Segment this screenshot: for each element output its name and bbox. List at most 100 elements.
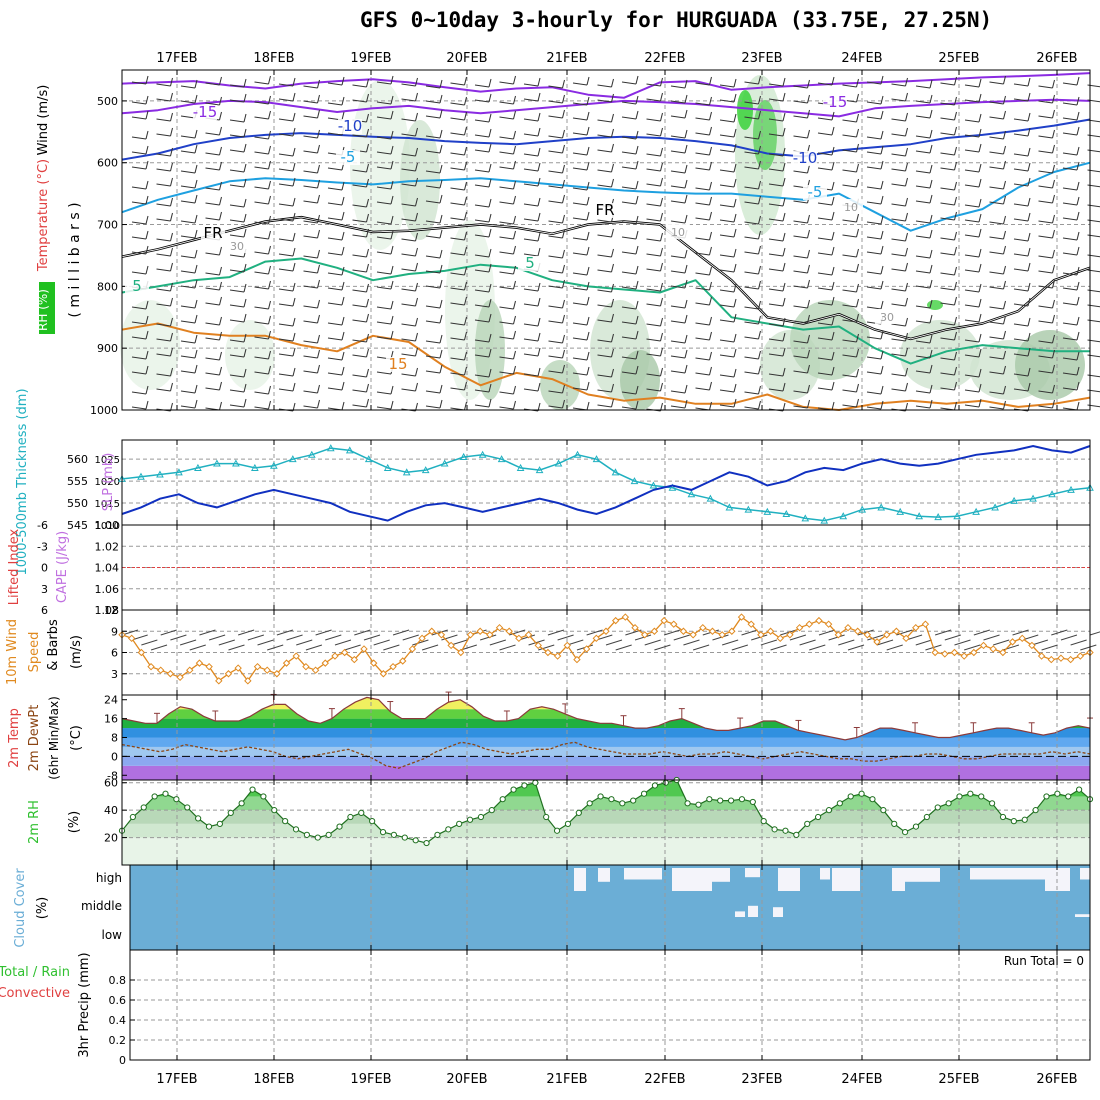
wind-barb	[572, 252, 588, 256]
wind-speed-marker	[215, 677, 223, 685]
thickness-marker	[877, 503, 886, 511]
wind-barb	[842, 404, 857, 408]
wind-barb	[719, 84, 735, 88]
wind-barb	[156, 303, 171, 307]
wind-barb	[425, 355, 441, 359]
wind-barb-flag	[929, 194, 933, 204]
wind-speed-marker	[486, 631, 494, 639]
wind-barb-flag	[782, 297, 786, 307]
wind-barb	[352, 289, 367, 293]
wind-barb	[719, 134, 735, 138]
wind-barb	[793, 370, 808, 374]
wind-barb	[964, 169, 980, 173]
wind-barb	[401, 303, 416, 307]
wind-barb	[915, 115, 931, 119]
wind-barb	[989, 221, 1004, 225]
wind-barb-flag	[635, 300, 639, 310]
wind-barb	[572, 167, 588, 171]
wind-barb	[548, 85, 563, 89]
wind-barb-flag	[170, 232, 173, 242]
wind-barb-flag	[243, 128, 247, 138]
date-label-top: 23FEB	[741, 51, 782, 66]
rh-marker	[477, 813, 485, 821]
wind-barb	[817, 217, 833, 221]
wind-barb-flag	[1076, 146, 1080, 156]
wind-barb-flag	[1003, 330, 1006, 340]
wind-barb	[425, 285, 441, 289]
wind-barb	[499, 236, 514, 240]
wind-barb-flag	[856, 368, 859, 378]
wind-barb	[303, 355, 318, 359]
pressure-tick-label: 900	[97, 342, 118, 355]
surface-wind-barbs	[121, 629, 1100, 651]
surface-wind-barb	[373, 639, 390, 646]
wind-barb-flag	[341, 401, 345, 411]
wind-barb-flag	[194, 384, 198, 394]
wind-barb-flag	[513, 180, 516, 190]
surface-wind-barb	[199, 629, 216, 636]
wind-barb	[1038, 285, 1053, 289]
cape-axis-label: CAPE (J/kg)	[55, 531, 70, 603]
wind-barb-flag	[1003, 280, 1006, 290]
wind-barb-flag	[586, 76, 590, 86]
wind-barb	[1087, 354, 1100, 358]
surface-wind-barb	[692, 644, 710, 651]
wind-barb-flag	[194, 279, 198, 289]
wind-speed-marker	[582, 645, 591, 653]
thickness-marker	[611, 468, 620, 476]
wind-barb-flag	[978, 398, 982, 408]
rh-marker	[325, 831, 332, 838]
wind-barb	[523, 83, 539, 87]
wind-barb-flag	[929, 384, 933, 394]
wind-barb	[548, 305, 563, 309]
wind-barb	[425, 255, 441, 259]
wind-barb-flag	[758, 280, 761, 290]
surface-wind-barb	[896, 629, 913, 636]
wind-barb-flag	[439, 79, 443, 89]
wind-barb	[940, 287, 955, 291]
wind-barb	[842, 134, 857, 138]
rh-marker	[129, 813, 136, 821]
wind-barb-flag	[341, 96, 345, 106]
wind-barb-flag	[1003, 110, 1006, 120]
wind-barb-flag	[709, 296, 712, 306]
wind-speed-marker	[176, 673, 184, 681]
wind-barb-flag	[562, 179, 565, 189]
wind-barb-flag	[439, 109, 443, 119]
wind-barb-flag	[415, 367, 418, 377]
wind-barb-flag	[684, 264, 688, 274]
wind-barb	[1062, 387, 1078, 391]
wind-speed-marker	[757, 631, 765, 639]
high-cloud-gap	[712, 868, 730, 882]
surface-wind-barb	[547, 629, 565, 636]
wind-speed-marker	[369, 659, 378, 667]
wind-barb	[229, 99, 245, 103]
wind-barb	[891, 183, 906, 187]
cloud-level-label: low	[102, 928, 123, 942]
wind-barb-flag	[586, 126, 590, 136]
wind-barb-flag	[611, 228, 614, 238]
wind-barb-flag	[513, 75, 516, 85]
contour-label-bg	[839, 199, 863, 214]
wind-barb	[597, 169, 612, 173]
rh-marker	[738, 796, 746, 803]
wind-barb	[768, 238, 784, 242]
wind-barb	[842, 339, 857, 343]
wind-barb	[1038, 100, 1053, 104]
precip-tick-label: 0.6	[109, 994, 127, 1007]
wind-barb	[793, 235, 808, 239]
wind-barb-flag	[194, 164, 198, 174]
wind-barb-flag	[978, 333, 982, 343]
thickness-marker	[440, 459, 449, 467]
wind-barb	[621, 251, 637, 255]
wind-barb-flag	[562, 229, 565, 239]
wind-barb-flag	[954, 316, 957, 326]
wind-barb	[670, 150, 686, 154]
wind-barb-flag	[586, 296, 590, 306]
wind-barb-flag	[586, 316, 590, 326]
wind-barb-flag	[268, 350, 271, 360]
rh-marker	[804, 820, 811, 827]
wind-barb-flag	[513, 130, 516, 140]
high-cloud-gap	[598, 868, 610, 882]
wind-barb-flag	[1003, 245, 1006, 255]
